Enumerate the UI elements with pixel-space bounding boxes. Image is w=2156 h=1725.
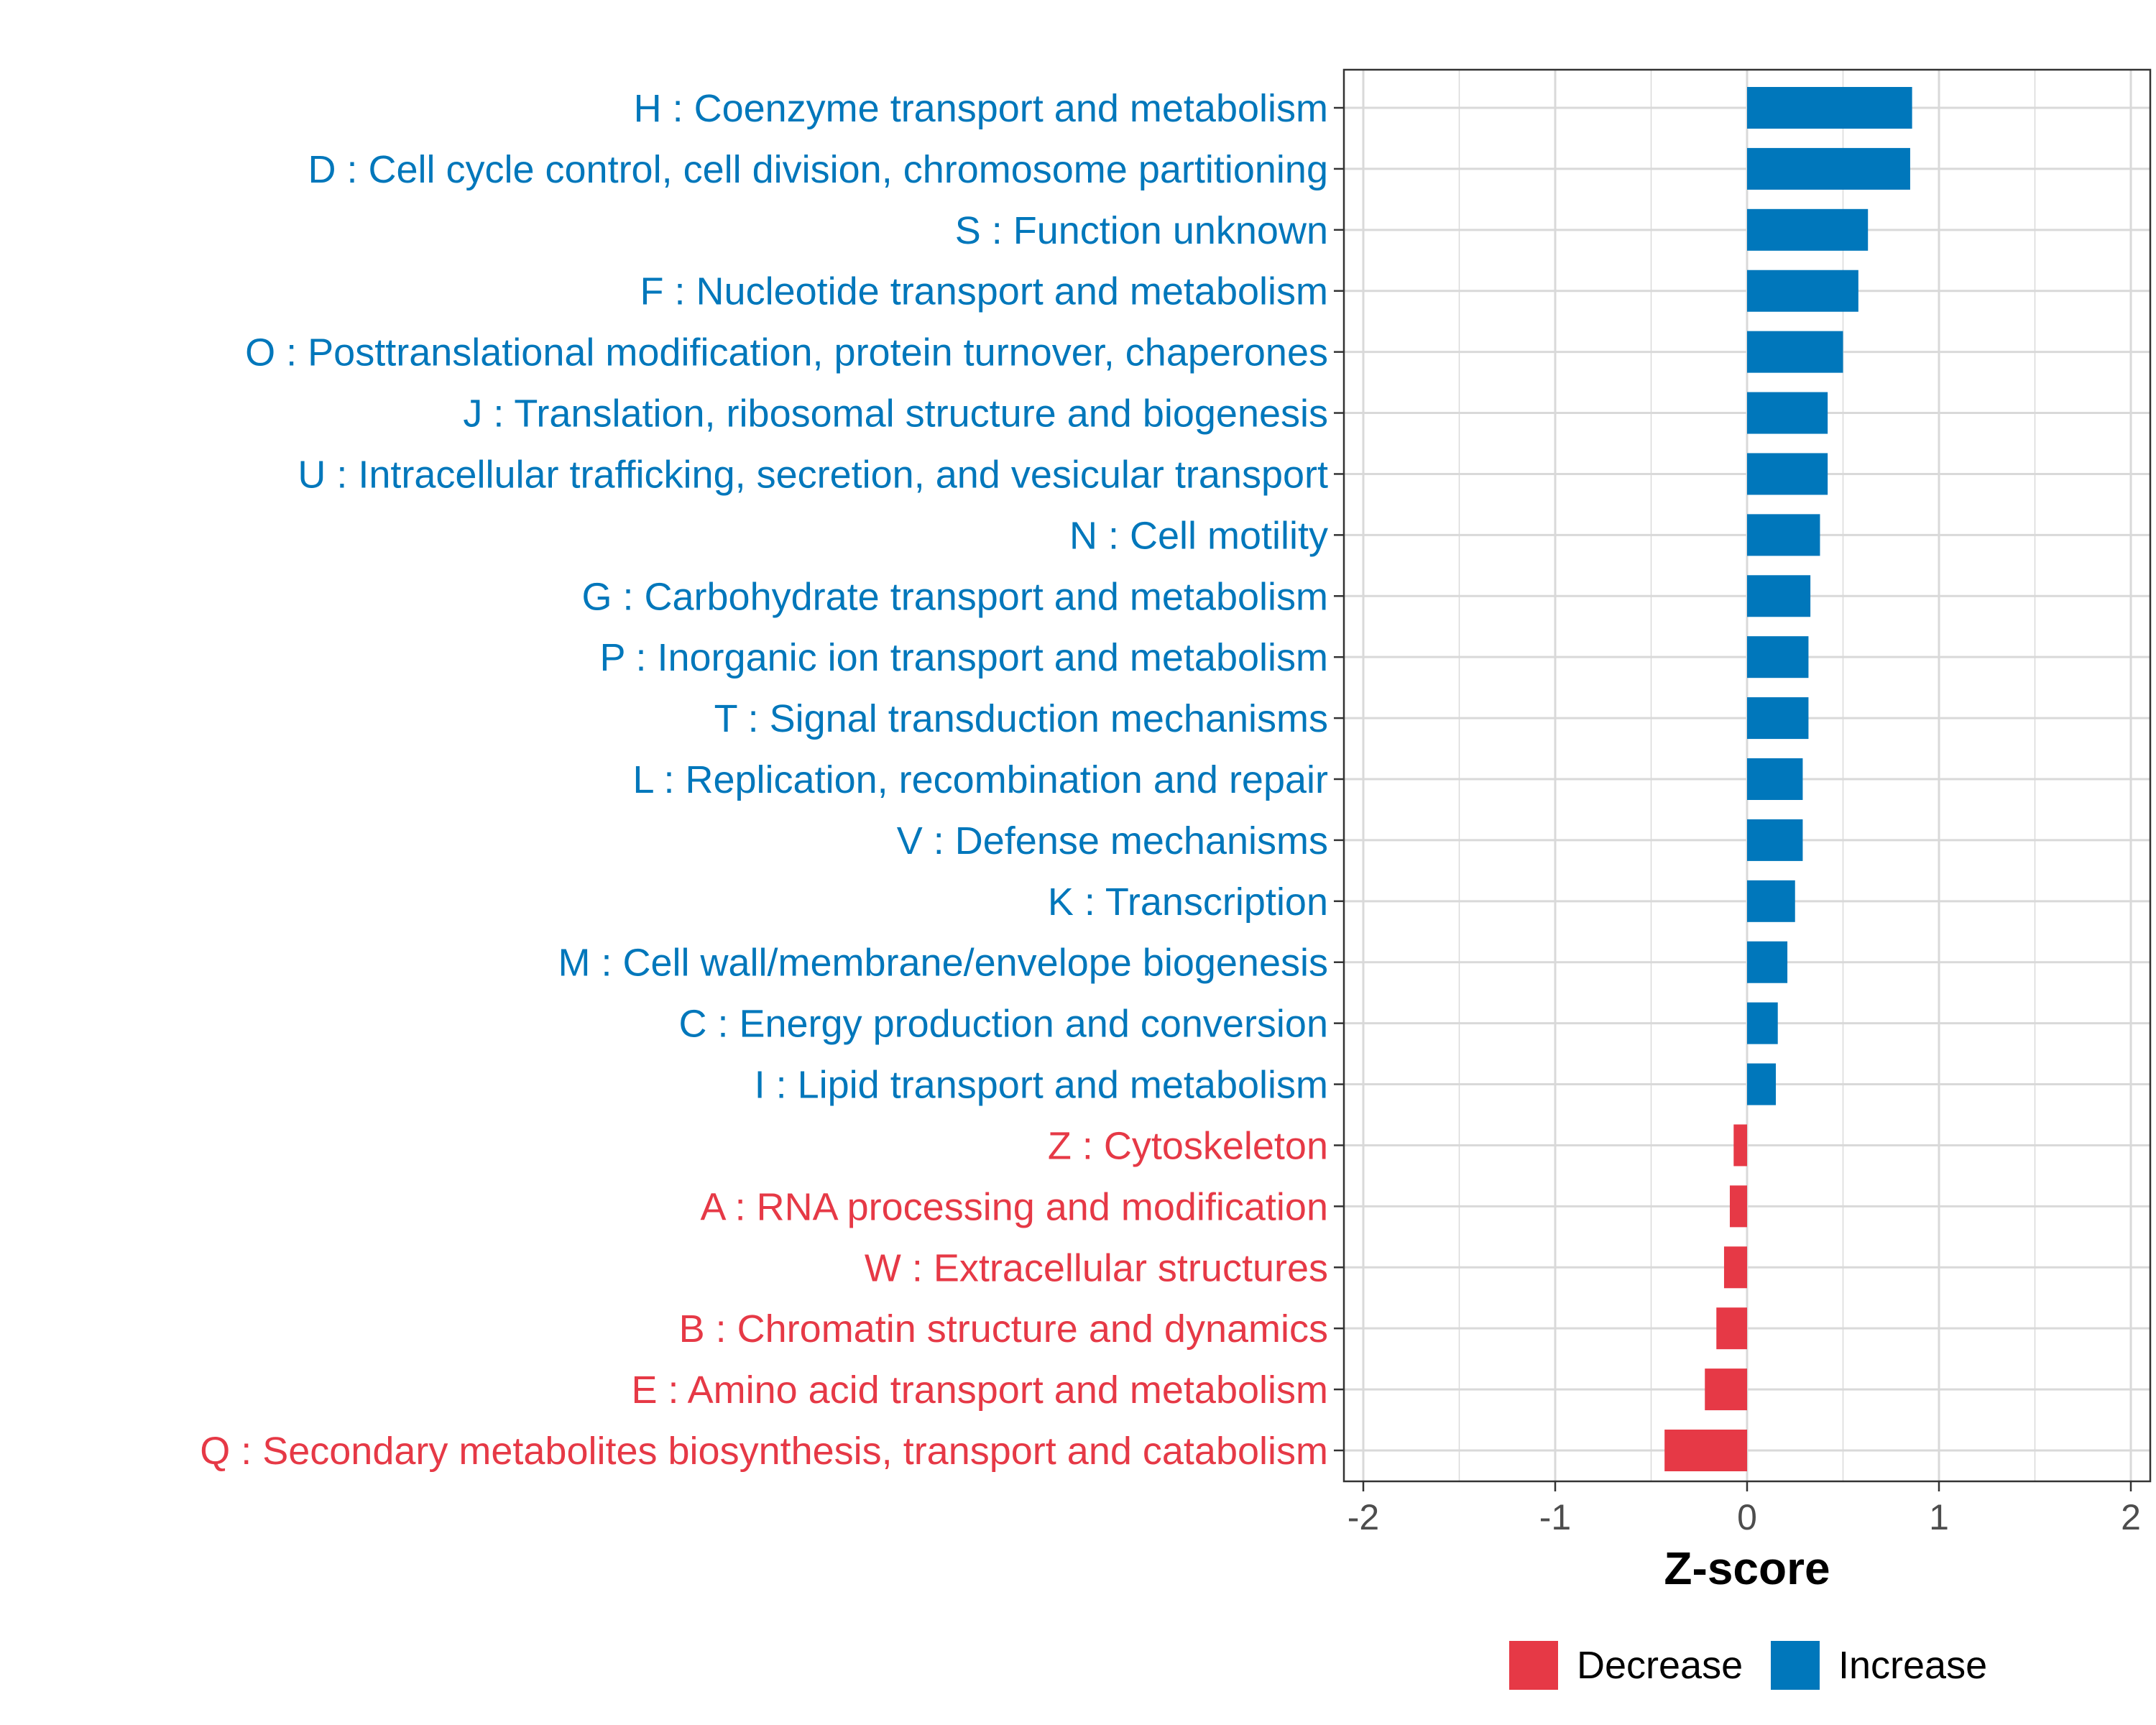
x-ticks: -2 -1 0 1 2 [1348, 1481, 2141, 1537]
category-label: N : Cell motility [1069, 514, 1328, 557]
bar-n [1747, 514, 1820, 556]
bar-k [1747, 880, 1795, 922]
category-label: K : Transcription [1048, 880, 1328, 924]
category-label: A : RNA processing and modification [701, 1185, 1328, 1228]
bar-v [1747, 819, 1803, 861]
x-axis-title: Z-score [1664, 1542, 1830, 1594]
bar-g [1747, 575, 1811, 617]
x-tick-label: -2 [1348, 1497, 1379, 1537]
bar-u [1747, 453, 1828, 495]
category-label: Q : Secondary metabolites biosynthesis, … [200, 1430, 1328, 1473]
x-tick-label: 2 [2121, 1497, 2141, 1537]
category-label: L : Replication, recombination and repai… [632, 758, 1328, 801]
category-label: W : Extracellular structures [865, 1246, 1328, 1289]
category-label: H : Coenzyme transport and metabolism [634, 87, 1328, 130]
category-label: V : Defense mechanisms [897, 819, 1328, 862]
bar-t [1747, 697, 1809, 740]
category-label: T : Signal transduction mechanisms [714, 697, 1328, 740]
x-tick-label: 1 [1929, 1497, 1949, 1537]
bar-s [1747, 208, 1869, 251]
category-labels: H : Coenzyme transport and metabolism D :… [200, 87, 1328, 1473]
category-label: E : Amino acid transport and metabolism [632, 1368, 1328, 1412]
bar-j [1747, 392, 1828, 434]
bar-e [1705, 1368, 1747, 1411]
category-label: P : Inorganic ion transport and metaboli… [599, 636, 1328, 679]
bar-a [1729, 1185, 1747, 1228]
legend-label-decrease: Decrease [1577, 1644, 1743, 1687]
category-label: S : Function unknown [955, 209, 1328, 252]
y-ticks [1334, 106, 1344, 1452]
category-label: I : Lipid transport and metabolism [755, 1064, 1328, 1107]
bar-z [1733, 1124, 1747, 1167]
bar-c [1747, 1002, 1778, 1044]
bar-b [1716, 1307, 1747, 1350]
legend-key-decrease [1509, 1641, 1558, 1690]
category-label: C : Energy production and conversion [678, 1003, 1328, 1046]
category-label: F : Nucleotide transport and metabolism [640, 270, 1328, 313]
bars [1664, 87, 1912, 1471]
bar-f [1747, 270, 1858, 312]
bar-m [1747, 941, 1788, 983]
legend-key-increase [1771, 1641, 1820, 1690]
bar-d [1747, 147, 1910, 190]
x-tick-label: -1 [1539, 1497, 1571, 1537]
bar-h [1747, 87, 1912, 129]
bar-i [1747, 1063, 1777, 1105]
legend-label-increase: Increase [1838, 1644, 1987, 1687]
category-label: D : Cell cycle control, cell division, c… [308, 148, 1328, 191]
category-label: G : Carbohydrate transport and metabolis… [582, 575, 1329, 618]
category-label: U : Intracellular trafficking, secretion… [298, 453, 1328, 496]
bar-w [1723, 1246, 1747, 1289]
category-label: Z : Cytoskeleton [1048, 1124, 1328, 1167]
x-tick-label: 0 [1737, 1497, 1757, 1537]
category-label: O : Posttranslational modification, prot… [245, 331, 1328, 374]
bar-q [1664, 1430, 1747, 1471]
bar-o [1747, 331, 1843, 373]
legend: Decrease Increase [1509, 1641, 1987, 1690]
category-label: J : Translation, ribosomal structure and… [463, 392, 1328, 436]
category-label: B : Chromatin structure and dynamics [679, 1307, 1328, 1351]
category-label: M : Cell wall/membrane/envelope biogenes… [558, 942, 1328, 985]
bar-l [1747, 758, 1803, 800]
bar-p [1747, 636, 1809, 678]
